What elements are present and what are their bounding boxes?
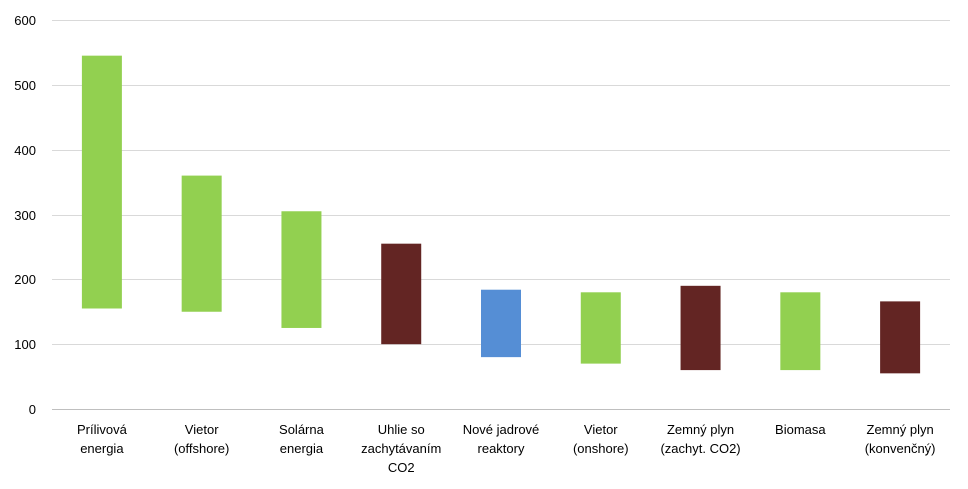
y-tick-label: 600 [14, 13, 36, 28]
category-label-line: Uhlie so [378, 422, 425, 437]
y-tick-label: 100 [14, 337, 36, 352]
category-label-line: Biomasa [775, 422, 826, 437]
category-label-line: Nové jadrové [463, 422, 540, 437]
category-label-line: Vietor [185, 422, 219, 437]
category-label-line: Solárna [279, 422, 325, 437]
range-bar [580, 292, 621, 364]
category-label-line: energia [80, 441, 124, 456]
category-label: Vietor (offshore) [174, 422, 229, 456]
category-label: Zemný plyn (konvenčný) [865, 422, 936, 456]
category-label-line: (konvenčný) [865, 441, 936, 456]
range-bar [780, 292, 821, 371]
y-tick-label: 500 [14, 78, 36, 93]
category-label-line: reaktory [478, 441, 525, 456]
category-label: Solárna energia [279, 422, 325, 456]
bars [81, 55, 921, 374]
x-axis-category-labels: Prílivová energia Vietor (offshore) Solárna e… [77, 422, 936, 475]
range-bar [880, 301, 921, 374]
category-label-line: (offshore) [174, 441, 229, 456]
y-tick-label: 0 [29, 402, 36, 417]
category-label-line: Vietor [584, 422, 618, 437]
range-bar [281, 211, 322, 328]
category-label-line: energia [280, 441, 324, 456]
category-label-line: Zemný plyn [667, 422, 734, 437]
category-label-line: CO2 [388, 460, 415, 475]
category-label: Uhlie so zachytávaním CO2 [361, 422, 441, 475]
category-label: Biomasa [775, 422, 826, 437]
category-label-line: Zemný plyn [867, 422, 934, 437]
range-bar [481, 289, 521, 358]
category-label-line: Prílivová [77, 422, 128, 437]
category-label: Vietor (onshore) [573, 422, 629, 456]
range-bar [680, 285, 721, 371]
y-axis-tick-labels: 0 100 200 300 400 500 600 [14, 13, 36, 417]
category-label: Nové jadrové reaktory [463, 422, 540, 456]
category-label: Prílivová energia [77, 422, 128, 456]
y-tick-label: 300 [14, 208, 36, 223]
range-bar [381, 243, 422, 345]
y-tick-label: 200 [14, 272, 36, 287]
category-label-line: zachytávaním [361, 441, 441, 456]
category-label: Zemný plyn (zachyt. CO2) [660, 422, 740, 456]
category-label-line: (onshore) [573, 441, 629, 456]
range-bar [181, 175, 222, 312]
y-tick-label: 400 [14, 143, 36, 158]
category-label-line: (zachyt. CO2) [660, 441, 740, 456]
range-bar [81, 55, 122, 309]
